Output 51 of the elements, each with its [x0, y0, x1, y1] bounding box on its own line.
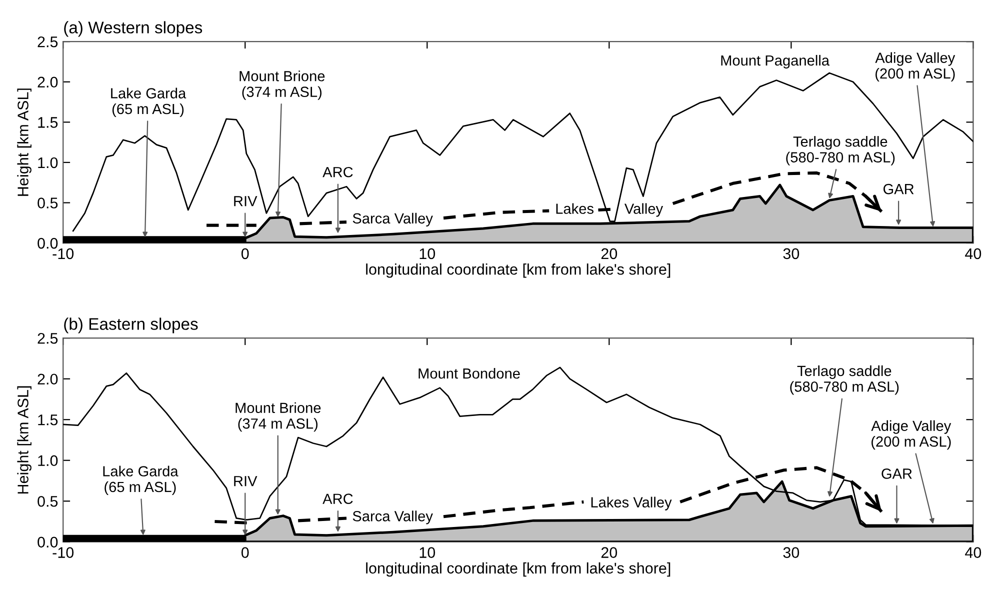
- y-tick-label: 0.5: [38, 198, 58, 208]
- annotation: Terlago saddle (580-780 m ASL): [786, 136, 895, 166]
- annotation: Terlago saddle (580-780 m ASL): [790, 365, 899, 395]
- x-axis-title: longitudinal coordinate [km from lake's shore]: [366, 264, 670, 278]
- annotation: Mount Bondone: [418, 368, 520, 379]
- annotation: Lake Garda (65 m ASL): [103, 466, 178, 496]
- x-tick-label: 40: [965, 547, 982, 558]
- annotation: Mount Brione (374 m ASL): [236, 402, 321, 432]
- y-tick-label: 1.0: [38, 455, 58, 466]
- annotation: Sarca Valley: [352, 510, 433, 524]
- annotation: Mount Brione (374 m ASL): [240, 70, 325, 100]
- annotation: ARC: [322, 494, 353, 504]
- annotation: Adige Valley (200 m ASL): [875, 52, 956, 82]
- y-tick-label: 2.5: [38, 332, 58, 344]
- chart-title: (a) Western slopes: [64, 21, 202, 37]
- x-tick-label: -10: [52, 248, 74, 260]
- annotation: ARC: [322, 166, 353, 178]
- y-tick-label: 2.0: [38, 374, 58, 385]
- chart-title: (b) Eastern slopes: [64, 318, 198, 334]
- y-tick-label: 0.5: [38, 496, 58, 507]
- annotation: Adige Valley (200 m ASL): [871, 420, 952, 450]
- x-tick-label: 10: [420, 547, 436, 558]
- y-tick-label: 0.0: [38, 238, 58, 249]
- x-tick-label: 0: [241, 248, 249, 260]
- annotation: RIV: [234, 196, 258, 206]
- annotation: RIV: [234, 476, 258, 486]
- y-tick-label: 0.0: [38, 536, 58, 548]
- annotation: Mount Paganella: [721, 54, 830, 69]
- y-tick-label: 1.5: [38, 414, 58, 426]
- y-axis-title: Height [km ASL]: [17, 88, 32, 196]
- x-tick-label: 10: [420, 248, 436, 260]
- y-tick-label: 2.0: [38, 76, 58, 88]
- x-axis-title: longitudinal coordinate [km from lake's shore]: [366, 562, 670, 577]
- x-tick-label: 20: [601, 248, 618, 260]
- x-tick-label: 30: [783, 248, 800, 260]
- annotation: GAR: [883, 184, 914, 194]
- y-tick-label: 1.5: [38, 117, 58, 128]
- x-tick-label: 20: [601, 547, 618, 558]
- y-tick-label: 1.0: [38, 157, 58, 168]
- y-tick-label: 2.5: [38, 36, 58, 48]
- x-tick-label: 0: [241, 547, 249, 558]
- annotation: Lakes Valley: [591, 496, 672, 510]
- annotation: Valley: [624, 203, 664, 217]
- x-tick-label: 40: [965, 248, 982, 260]
- annotation: Lake Garda (65 m ASL): [111, 88, 186, 118]
- annotation: Sarca Valley: [352, 212, 433, 226]
- x-tick-label: -10: [52, 547, 74, 558]
- annotation: Lakes: [556, 203, 594, 214]
- annotation: GAR: [882, 468, 912, 479]
- x-tick-label: 30: [783, 547, 800, 558]
- y-axis-title: Height [km ASL]: [17, 386, 32, 494]
